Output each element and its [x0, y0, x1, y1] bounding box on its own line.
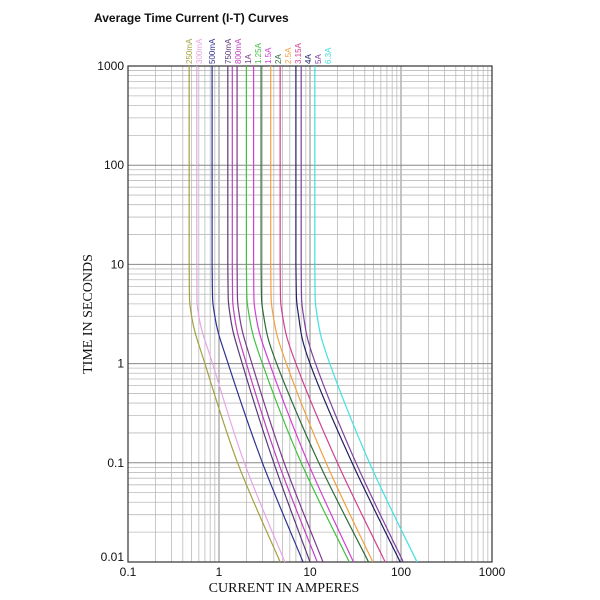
curve-300mA: [196, 66, 286, 563]
curve-label-1.5A: 1.5A: [264, 47, 273, 64]
curve-label-500mA: 500mA: [208, 38, 217, 64]
y-tick-label: 10: [111, 257, 125, 271]
curve-label-2.5A: 2.5A: [284, 47, 293, 64]
curve-label-300mA: 300mA: [195, 38, 204, 64]
curve-1A: [236, 66, 324, 563]
curve-label-1A: 1A: [244, 54, 253, 64]
curve-label-800mA: 800mA: [234, 38, 243, 64]
y-tick-label: 1000: [97, 59, 124, 73]
y-tick-label: 0.01: [101, 550, 125, 564]
y-tick-label: 100: [104, 158, 124, 172]
curve-label-2A: 2A: [274, 54, 283, 64]
x-tick-label: 0.1: [120, 565, 137, 579]
x-tick-label: 100: [391, 565, 411, 579]
curve-250mA: [188, 66, 281, 563]
y-tick-label: 0.1: [107, 456, 124, 470]
curve-500mA: [211, 66, 304, 563]
curve-800mA: [231, 66, 318, 563]
curve-label-6.3A: 6.3A: [324, 47, 333, 64]
chart-title: Average Time Current (I-T) Curves: [94, 11, 289, 25]
curve-2.5A: [270, 66, 374, 563]
curve-1.25A: [245, 66, 350, 563]
curve-label-4A: 4A: [304, 54, 313, 64]
curve-1.5A: [252, 66, 354, 563]
curve-6.3A: [314, 66, 418, 563]
curve-label-3.15A: 3.15A: [294, 42, 303, 64]
y-tick-label: 1: [117, 357, 124, 371]
x-tick-label: 10: [303, 565, 317, 579]
curve-750mA: [227, 66, 311, 563]
curve-label-250mA: 250mA: [185, 38, 194, 64]
curve-2A: [260, 66, 370, 563]
curve-label-5A: 5A: [314, 54, 323, 64]
curve-label-1.25A: 1.25A: [254, 42, 263, 64]
x-tick-label: 1: [216, 565, 223, 579]
curve-4A: [295, 66, 401, 563]
curve-label-750mA: 750mA: [224, 38, 233, 64]
y-axis-label: TIME IN SECONDS: [81, 254, 96, 374]
x-axis-label: CURRENT IN AMPERES: [209, 581, 360, 596]
x-tick-label: 1000: [479, 565, 506, 579]
curve-3.15A: [279, 66, 386, 563]
curve-5A: [300, 66, 404, 563]
